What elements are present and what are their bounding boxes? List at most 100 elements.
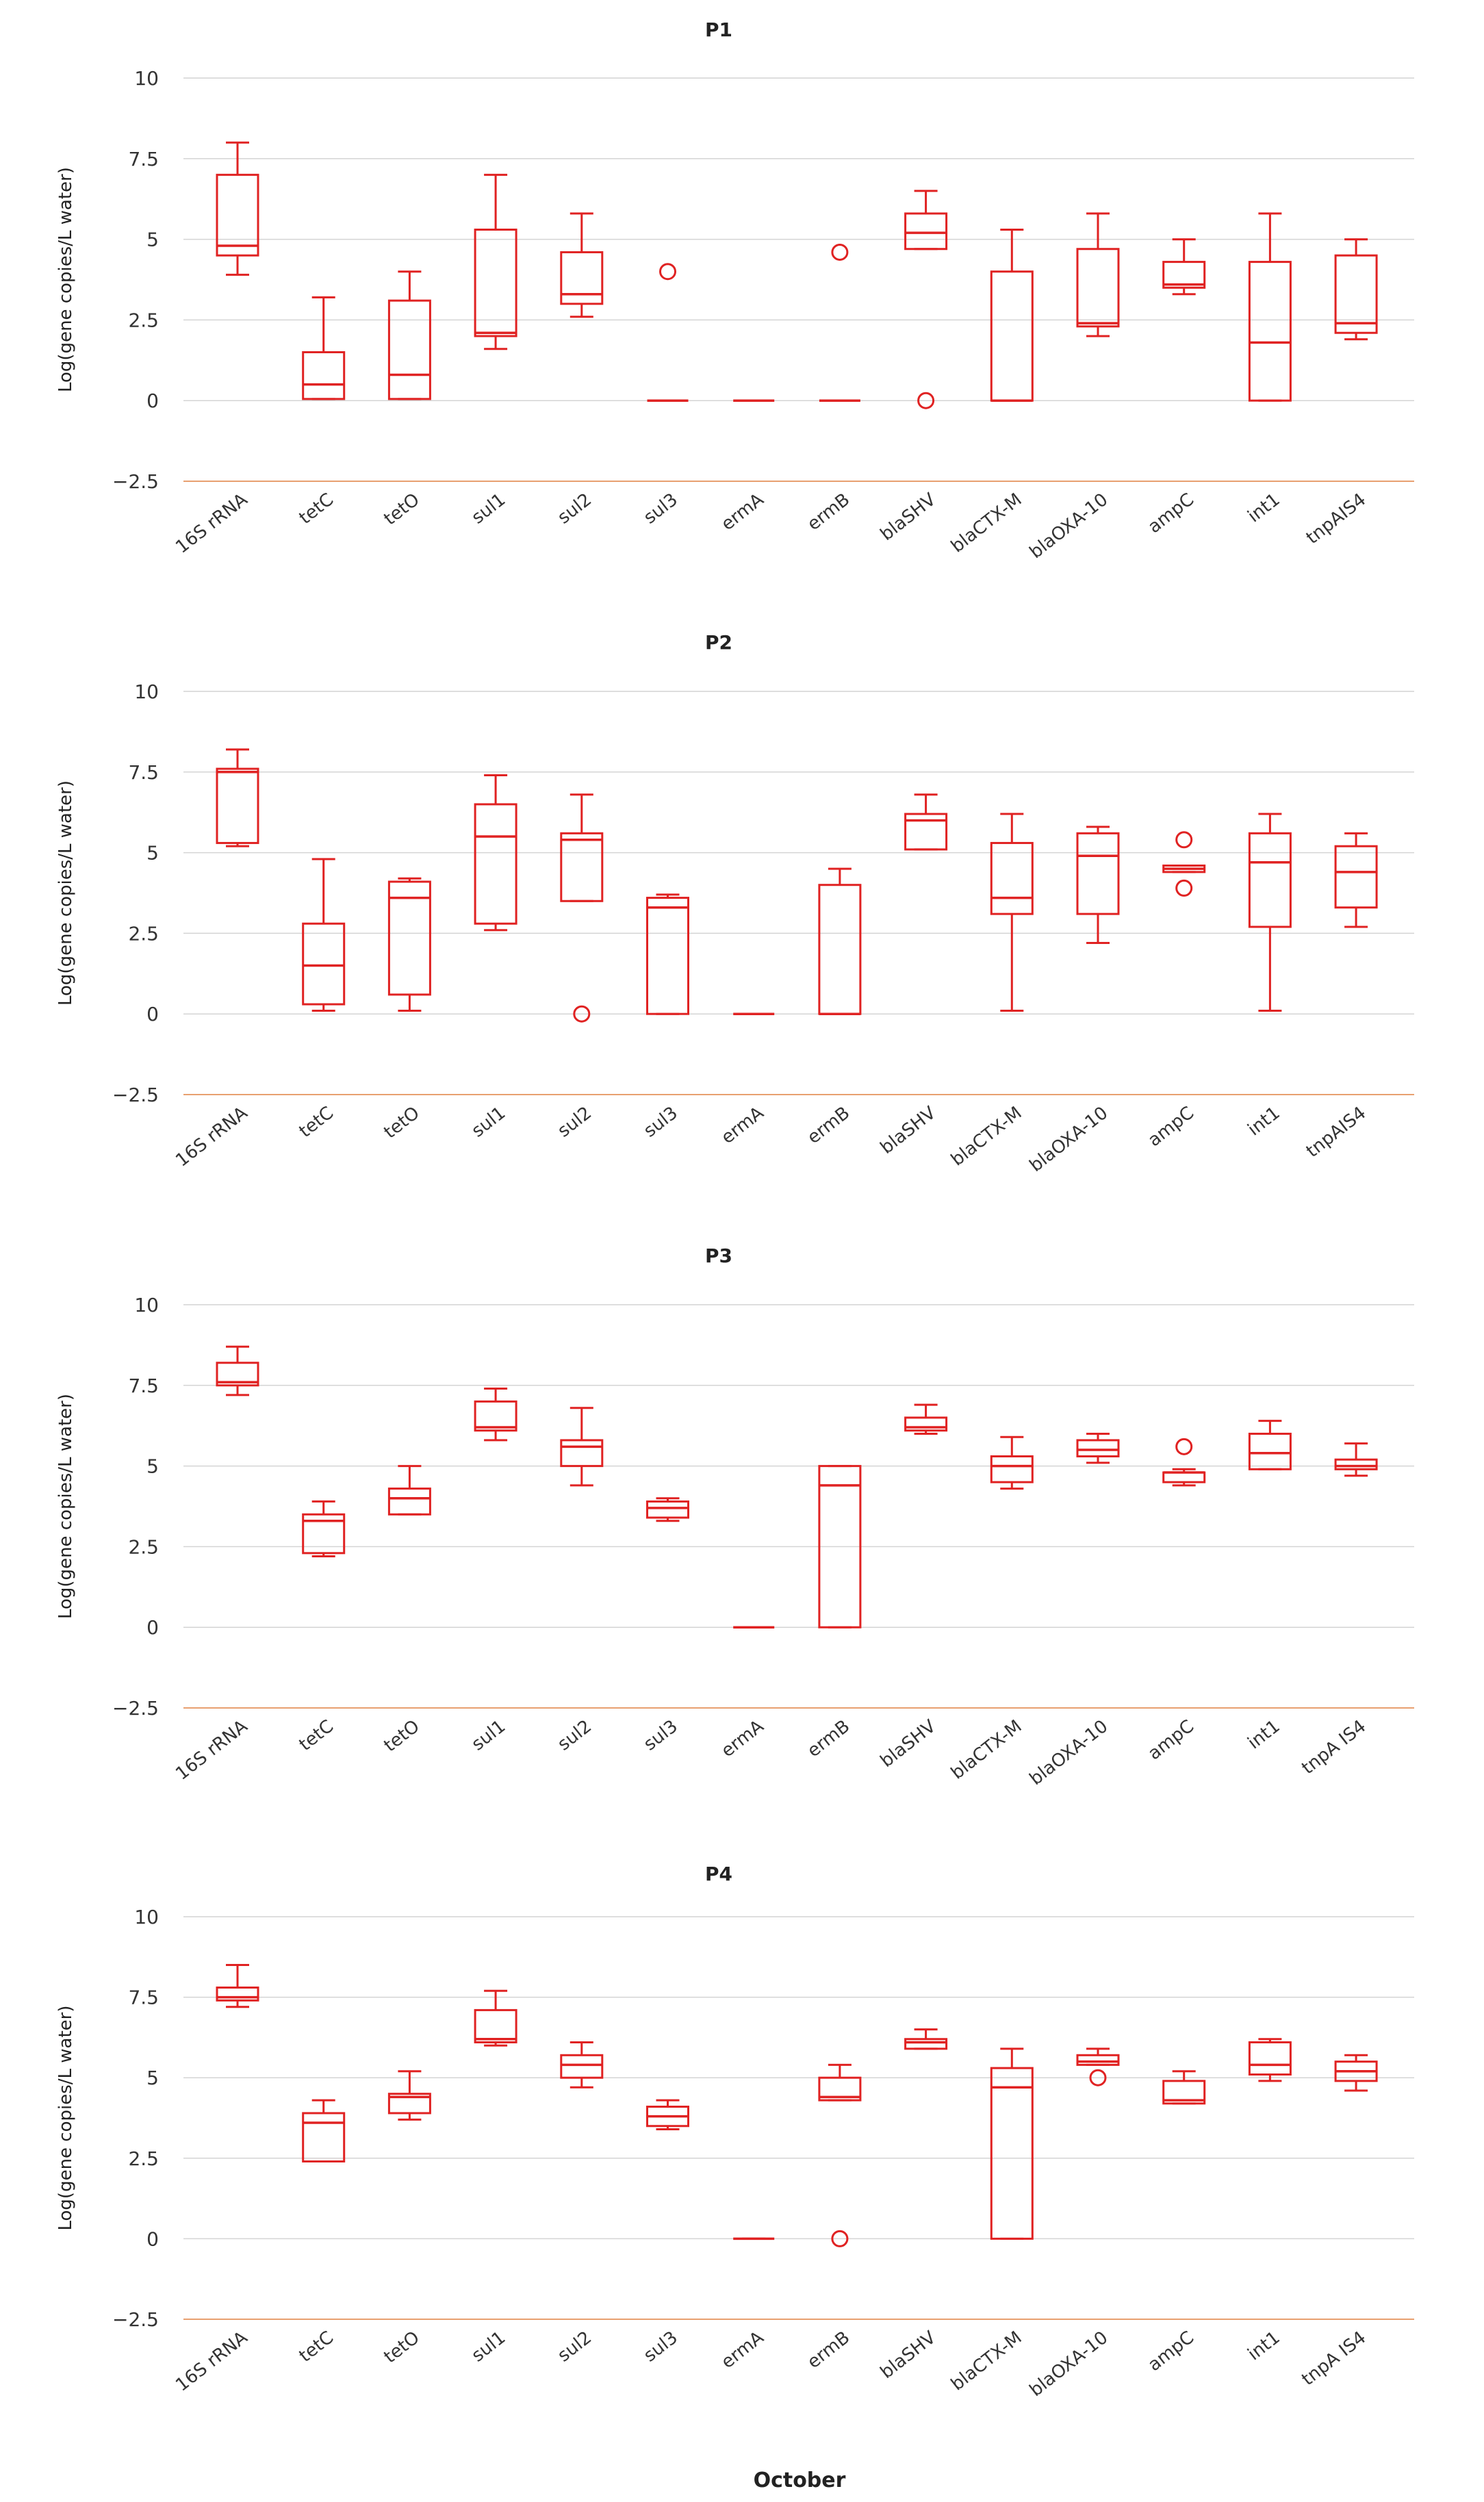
x-tick-label: ermB — [804, 489, 854, 535]
box-iqr — [1076, 248, 1120, 328]
box-blashv — [904, 793, 948, 851]
box-tetc — [302, 296, 346, 400]
box-ermb — [818, 867, 862, 1015]
box-iqr — [1248, 2041, 1292, 2076]
box-sul1 — [474, 1989, 517, 2047]
x-tick-label: 16S rRNA — [172, 1103, 251, 1171]
y-axis-label: Log(gene copies/L water) — [55, 2005, 76, 2230]
box-blaoxa-10 — [1076, 2047, 1120, 2086]
box-iqr — [990, 1455, 1034, 1483]
x-tick-label: sul3 — [640, 1103, 682, 1142]
box-iqr — [474, 2008, 517, 2043]
box-iqr — [302, 922, 346, 1006]
x-tick-label: tetC — [296, 1716, 337, 1755]
y-tick-label: 0 — [146, 390, 159, 412]
box-blashv — [904, 190, 948, 409]
x-tick-label: tetO — [380, 1103, 423, 1143]
x-tick-label: sul1 — [468, 2327, 510, 2366]
box-ampc — [1162, 238, 1206, 296]
box-ampc — [1162, 1438, 1206, 1487]
panel-p1: P1 −2.5 0 2.5 5 7.5 10 Log(gene copies/L water)… — [55, 18, 1414, 563]
box-int1 — [1248, 813, 1292, 1012]
x-tick-label: tetO — [380, 489, 423, 530]
box-int1 — [1248, 1420, 1292, 1470]
box-sul3 — [647, 263, 689, 402]
x-tick-label: sul3 — [640, 1716, 682, 1755]
box-tnpa-is4 — [1334, 1442, 1378, 1477]
x-tick-label: tetC — [296, 1103, 337, 1142]
box-tetc — [302, 1500, 346, 1558]
y-tick-label: −2.5 — [112, 1697, 159, 1720]
box-iqr — [216, 1362, 259, 1387]
box-iqr — [904, 813, 948, 851]
y-tick-label: 5 — [146, 842, 159, 865]
x-tick-label: sul3 — [640, 489, 682, 528]
box-iqr — [560, 251, 604, 305]
y-tick-label: 10 — [134, 67, 159, 90]
panel-title: P2 — [705, 631, 732, 654]
box-iqr — [387, 880, 431, 996]
x-tick-label: ampC — [1144, 1103, 1198, 1151]
box-tnpais4 — [1334, 238, 1378, 341]
box-iqr — [1076, 832, 1120, 915]
box-blaoxa-10 — [1076, 826, 1120, 945]
y-tick-label: 10 — [134, 1906, 159, 1928]
y-axis-label: Log(gene copies/L water) — [55, 1394, 76, 1619]
box-sul1 — [474, 774, 517, 932]
box-tnpais4 — [1334, 832, 1378, 928]
x-tick-label: blaSHV — [877, 1103, 940, 1158]
box-iqr — [1248, 1432, 1292, 1470]
y-tick-label: 10 — [134, 680, 159, 703]
box-iqr — [302, 1513, 346, 1555]
box-sul1 — [474, 1388, 517, 1442]
y-tick-label: −2.5 — [112, 1084, 159, 1106]
box-iqr — [1162, 261, 1206, 289]
box-teto — [387, 2070, 431, 2121]
box-int1 — [1248, 212, 1292, 402]
panel-title: P4 — [705, 1863, 732, 1885]
x-tick-label: 16S rRNA — [172, 489, 251, 558]
box-ampc — [1162, 831, 1206, 897]
y-tick-label: 7.5 — [128, 148, 159, 170]
box-blactx-m — [990, 228, 1034, 402]
x-tick-label: tnpA IS4 — [1298, 1716, 1370, 1778]
x-tick-label: sul1 — [468, 489, 510, 528]
x-tick-label: ermA — [717, 1716, 767, 1761]
box-sul3 — [646, 893, 689, 1015]
box-iqr — [1162, 1471, 1206, 1483]
box-iqr — [1334, 845, 1378, 909]
box-iqr — [216, 1986, 259, 2002]
box-iqr — [1248, 261, 1292, 402]
x-tick-label: blaOXA-10 — [1026, 2327, 1112, 2401]
box-sul3 — [646, 2099, 689, 2130]
box-iqr — [990, 2067, 1034, 2240]
box-iqr — [302, 351, 346, 400]
box-teto — [387, 1465, 431, 1516]
box-iqr — [646, 897, 689, 1015]
box-iqr — [818, 884, 862, 1015]
x-tick-label: blaCTX-M — [947, 2327, 1026, 2395]
box-iqr — [1248, 832, 1292, 928]
y-tick-label: 2.5 — [128, 309, 159, 331]
box-sul3 — [646, 1497, 689, 1522]
x-tick-label: sul2 — [554, 1103, 596, 1142]
box-blashv — [904, 1403, 948, 1435]
y-tick-label: 5 — [146, 2067, 159, 2089]
panel-title: P3 — [705, 1244, 732, 1267]
x-tick-label: int1 — [1244, 1716, 1283, 1754]
y-tick-label: −2.5 — [112, 2308, 159, 2331]
box-iqr — [216, 767, 259, 844]
outlier-point — [831, 243, 849, 261]
box-16s-rrna — [216, 141, 259, 276]
box-sul2 — [560, 1407, 604, 1487]
box-ermb — [818, 2063, 862, 2247]
box-ermb — [819, 243, 860, 402]
box-sul1 — [474, 173, 517, 350]
y-tick-label: 10 — [134, 1294, 159, 1316]
box-iqr — [990, 841, 1034, 915]
box-iqr — [1334, 254, 1378, 334]
box-tnpa-is4 — [1334, 2054, 1378, 2092]
panel-p3: P3 −2.5 0 2.5 5 7.5 10 Log(gene copies/L water)… — [55, 1244, 1414, 1789]
x-tick-label: tetC — [296, 489, 337, 528]
box-iqr — [474, 803, 517, 925]
